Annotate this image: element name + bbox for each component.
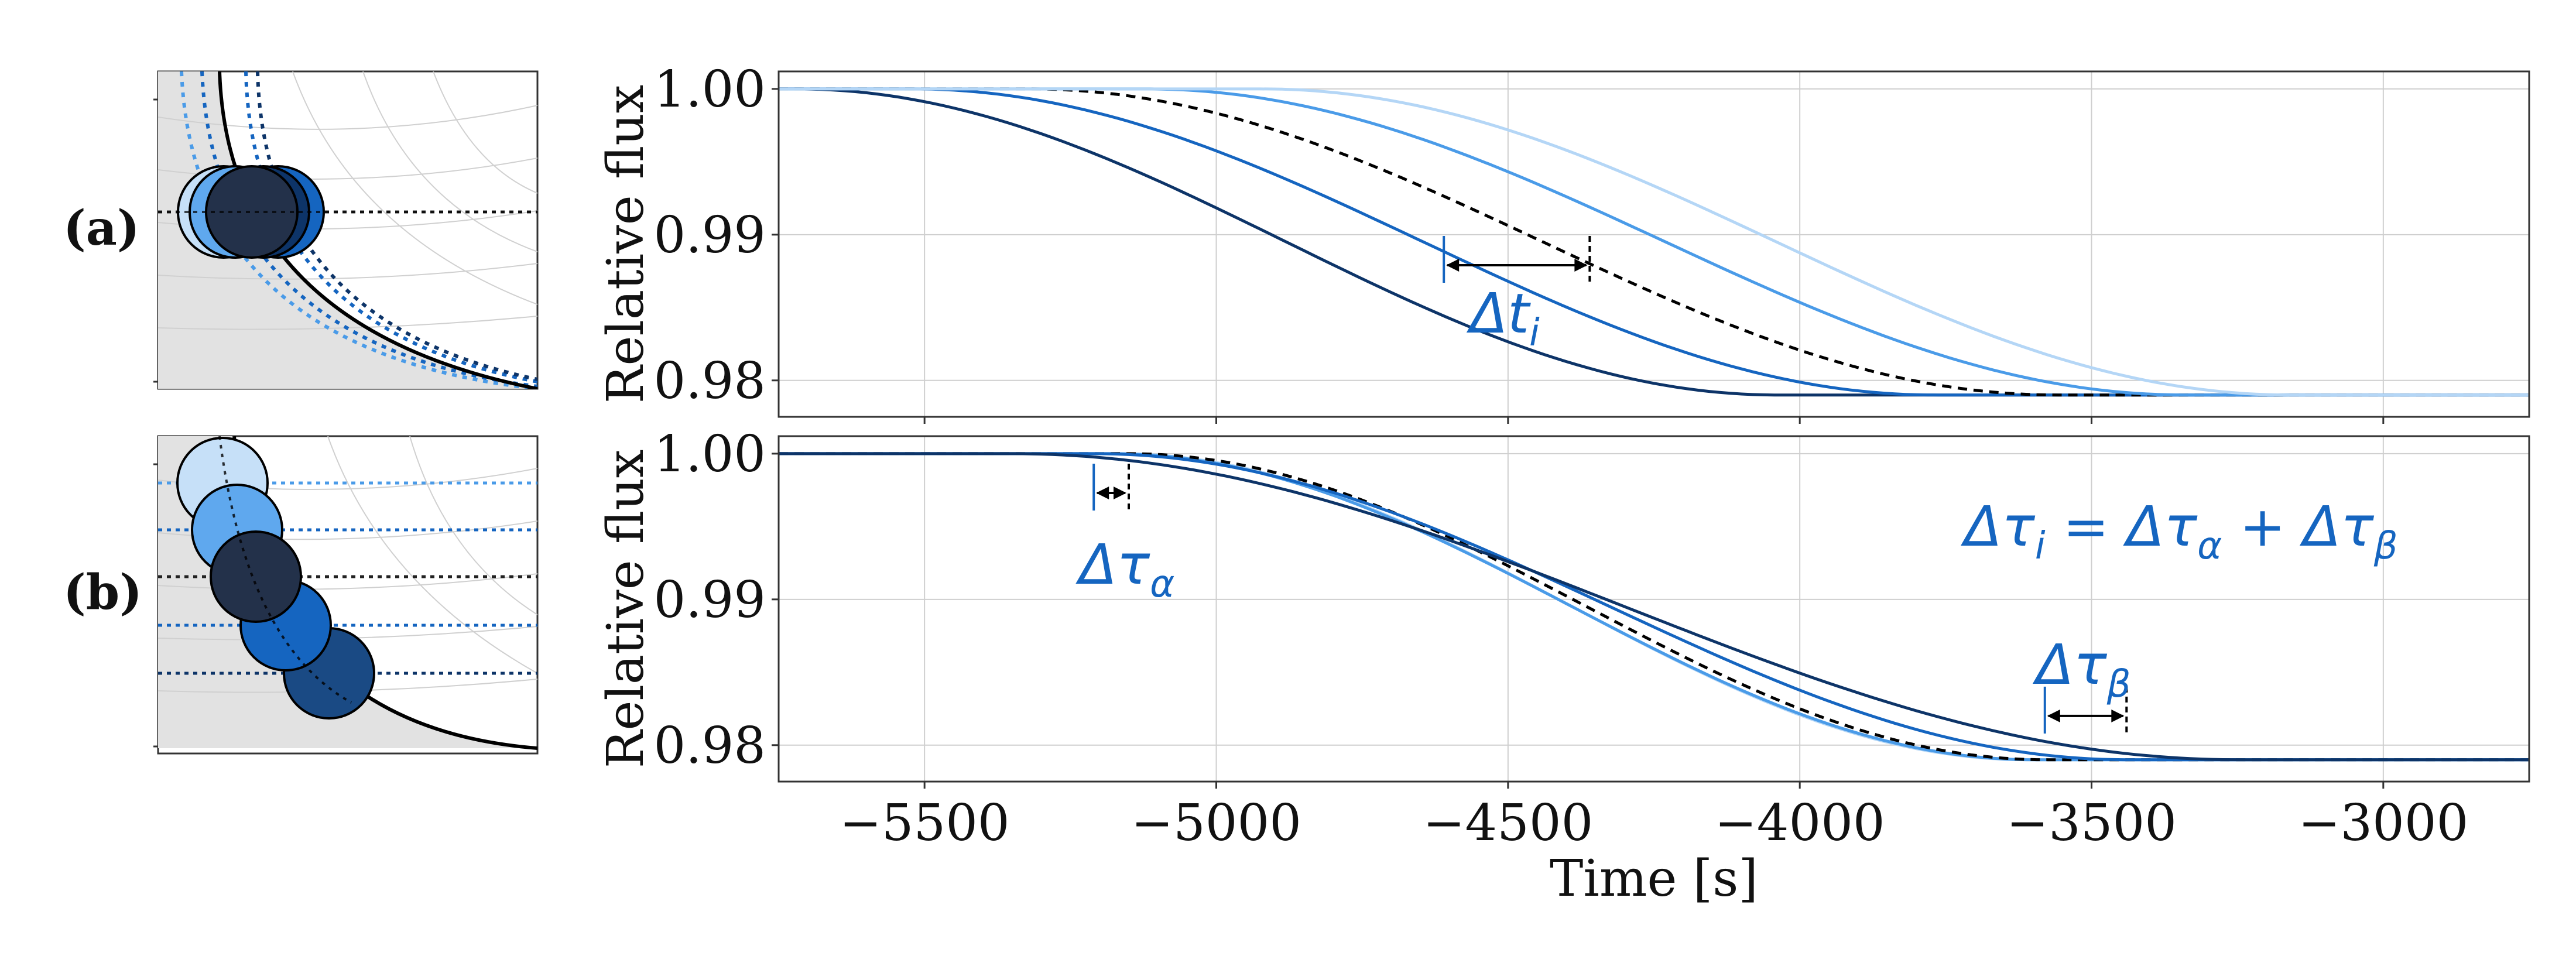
ann-1-arrowhead-left [2047,709,2060,722]
series-group-a [779,87,2529,397]
y-axis-label-b: Relative flux [597,450,655,769]
schematic-b [153,435,539,755]
y-tick-label-0: 1.00 [654,425,766,484]
ann-0-arrowhead-left [1096,487,1109,500]
y-tick-label-1: 0.99 [654,571,766,629]
equation-plus: + [2222,495,2303,559]
y-axis-label-a: Relative flux [597,85,655,404]
equation-lhs: Δτ [1961,495,2035,559]
equation-lhs-sub: i [2035,525,2046,568]
x-tick-label-4: −3500 [2006,794,2177,852]
x-tick-label-2: −4500 [1423,794,1593,852]
equation-term1: Δτ [2123,495,2197,559]
x-axis-label: Time [s] [1550,849,1758,908]
y-ticks-b: 1.00 0.99 0.98 [654,425,779,775]
ann-0-arrowhead-right [1574,259,1588,272]
equation-term2-sub: β [2373,525,2398,568]
x-tick-label-3: −4000 [1715,794,1885,852]
y-tick-label-0: 1.00 [654,60,766,119]
series-a-curve-4 [779,87,2529,397]
light-curve-plot-a: Δti 1.00 0.99 0.98 Relative flux [597,60,2530,424]
schematic-a [153,70,539,390]
x-tick-label-1: −5000 [1131,794,1301,852]
ann-0-label: Δti [1467,282,1540,355]
equation-term2: Δτ [2300,495,2374,559]
y-tick-label-2: 0.98 [654,717,766,775]
x-tick-label-5: −3000 [2298,794,2468,852]
ann-0-label: Δτα [1075,533,1174,606]
y-tick-label-1: 0.99 [654,206,766,265]
ann-1-label: Δτβ [2033,633,2131,706]
x-ticks: −5500 −5000 −4500 −4000 −3500 −3000 [840,794,2469,852]
series-group-b [779,452,2529,762]
ann-0-arrowhead-right [1114,487,1126,500]
equation-text: Δτi = Δτα + Δτβ [1961,495,2398,568]
y-tick-label-2: 0.98 [654,352,766,410]
ann-1-arrowhead-right [2111,709,2125,722]
ann-0-arrowhead-left [1446,259,1460,272]
annotation-group-a: Δti [1443,236,1591,355]
equation-term1-sub: α [2197,525,2222,568]
series-b-curve-4 [779,452,2529,762]
x-tick-label-0: −5500 [840,794,1010,852]
annotation-group-b: Δτα Δτβ [1075,464,2131,734]
equation-equals: = [2046,495,2127,559]
panel-label-a: (a) [63,200,140,256]
y-ticks-a: 1.00 0.99 0.98 [654,60,779,410]
panel-label-b: (b) [63,564,142,621]
